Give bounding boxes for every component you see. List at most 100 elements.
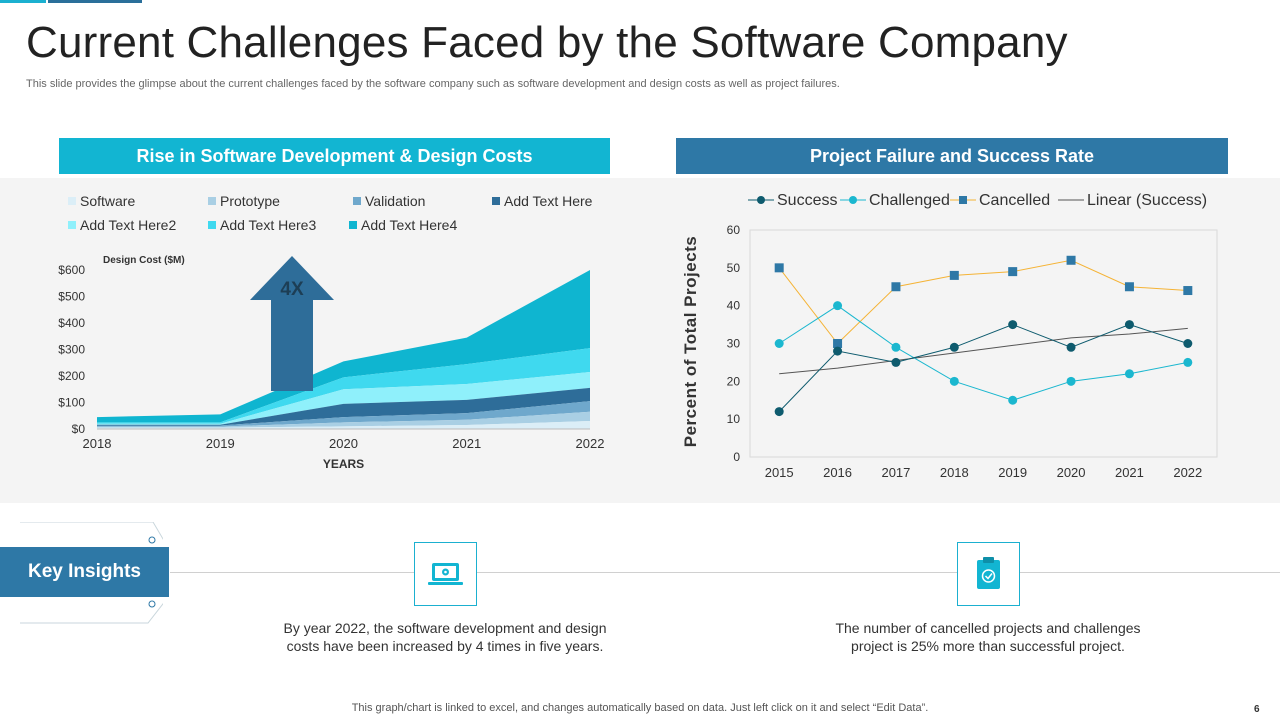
x-tick-label: 2017 (881, 465, 910, 480)
insight-text-1-line1: By year 2022, the software development a… (283, 620, 607, 636)
marker-series-2 (1066, 255, 1076, 265)
insight-arrow-outline (20, 522, 163, 624)
legend-label-1: Prototype (220, 193, 280, 209)
y-tick-label: 0 (733, 450, 740, 464)
legend-marker-1 (849, 196, 857, 204)
legend-label-2: Validation (365, 193, 425, 209)
line-series-0 (778, 324, 1188, 412)
page-number: 6 (1254, 704, 1260, 715)
plot-area (749, 229, 1218, 458)
line-series-3 (779, 327, 1188, 375)
legend-swatch-5 (208, 221, 216, 229)
x-tick-label: 2022 (1173, 465, 1202, 480)
area-series-4 (97, 372, 590, 425)
marker-series-1 (1066, 376, 1076, 386)
footer-note: This graph/chart is linked to excel, and… (351, 702, 929, 714)
legend-swatch-2 (353, 197, 361, 205)
legend-label-1: Challenged (869, 192, 950, 209)
y-tick-label: $300 (58, 343, 85, 357)
y-axis-title: Design Cost ($M) (103, 255, 185, 266)
page-subtitle: This slide provides the glimpse about th… (26, 78, 840, 90)
legend-swatch-3 (492, 197, 500, 205)
key-insights-label: Key Insights (0, 547, 169, 597)
insight-text-2-line2: project is 25% more than successful proj… (851, 638, 1125, 654)
legend-label-4: Add Text Here2 (80, 217, 176, 233)
line-series-1 (778, 305, 1188, 401)
y-tick-label: $100 (58, 396, 85, 410)
failure-chart-header: Project Failure and Success Rate (676, 138, 1228, 174)
top-accent-bar-blue (48, 0, 142, 3)
cost-area-chart[interactable]: Software Prototype Validation Add Text Here… (40, 180, 640, 480)
marker-series-2 (891, 282, 901, 292)
y-tick-label: $200 (58, 369, 85, 383)
marker-series-1 (833, 301, 843, 311)
legend-label-2: Cancelled (979, 192, 1050, 209)
x-tick-label: 2016 (823, 465, 852, 480)
legend-swatch-0 (68, 197, 76, 205)
charts-panel (0, 178, 1280, 503)
x-tick-label: 2021 (1115, 465, 1144, 480)
insights-divider (170, 572, 1280, 573)
y-tick-label: $600 (58, 263, 85, 277)
insight-text-1-line2: costs have been increased by 4 times in … (286, 638, 604, 654)
marker-series-1 (891, 342, 901, 352)
marker-series-1 (1008, 395, 1018, 405)
x-tick-label: 2018 (940, 465, 969, 480)
area-series-5 (97, 348, 590, 424)
insight-text-1: By year 2022, the software development a… (250, 619, 640, 655)
marker-series-0 (1008, 320, 1018, 330)
y-tick-label: $400 (58, 316, 85, 330)
marker-series-2 (1183, 286, 1193, 296)
marker-series-0 (774, 407, 784, 417)
insight-icon-box-2 (957, 542, 1020, 606)
marker-series-2 (1124, 282, 1134, 292)
x-tick-label: 2020 (1057, 465, 1086, 480)
y-tick-label: $500 (58, 290, 85, 304)
marker-series-0 (891, 357, 901, 367)
marker-series-2 (949, 270, 959, 280)
y-tick-label: 50 (727, 261, 741, 275)
y-tick-label: 20 (727, 374, 741, 388)
marker-series-1 (949, 376, 959, 386)
marker-series-1 (1124, 369, 1134, 379)
legend-label-5: Add Text Here3 (220, 217, 316, 233)
y-tick-label: 40 (727, 299, 741, 313)
laptop-gear-icon (428, 563, 463, 585)
y-tick-label: 30 (727, 337, 741, 351)
y-tick-label: 10 (727, 412, 741, 426)
marker-series-1 (1183, 357, 1193, 367)
insight-text-2-line1: The number of cancelled projects and cha… (835, 620, 1141, 636)
legend-swatch-4 (68, 221, 76, 229)
legend-label-3: Add Text Here (504, 193, 593, 209)
marker-series-0 (1066, 342, 1076, 352)
area-series-0 (97, 421, 590, 429)
area-series-1 (97, 411, 590, 428)
x-tick-label: 2015 (765, 465, 794, 480)
marker-series-2 (1008, 267, 1018, 277)
x-tick-label: 2022 (576, 436, 605, 451)
legend-marker-0 (757, 196, 765, 204)
legend-swatch-1 (208, 197, 216, 205)
y-axis-title: Percent of Total Projects (681, 236, 700, 448)
legend-label-0: Success (777, 192, 837, 209)
legend-label-0: Software (80, 193, 135, 209)
cost-chart-header: Rise in Software Development & Design Co… (59, 138, 610, 174)
x-tick-label: 2020 (329, 436, 358, 451)
marker-series-0 (949, 342, 959, 352)
growth-annotation: 4X (280, 279, 304, 300)
insight-icon-box-1 (414, 542, 477, 606)
marker-series-1 (774, 339, 784, 348)
y-tick-label: 60 (727, 223, 741, 237)
y-tick-label: $0 (72, 422, 86, 436)
line-series-2 (778, 259, 1188, 345)
x-tick-label: 2019 (998, 465, 1027, 480)
marker-series-2 (774, 263, 784, 273)
legend-marker-2 (959, 196, 967, 204)
legend-swatch-6 (349, 221, 357, 229)
marker-series-0 (1124, 320, 1134, 330)
x-tick-label: 2021 (452, 436, 481, 451)
insight-text-2: The number of cancelled projects and cha… (793, 619, 1183, 655)
top-accent-bar-cyan (0, 0, 46, 3)
failure-line-chart[interactable]: 0 10 20 30 40 50 60 Percent of Total Projects 20… (660, 180, 1260, 500)
x-axis-title: YEARS (323, 457, 364, 471)
